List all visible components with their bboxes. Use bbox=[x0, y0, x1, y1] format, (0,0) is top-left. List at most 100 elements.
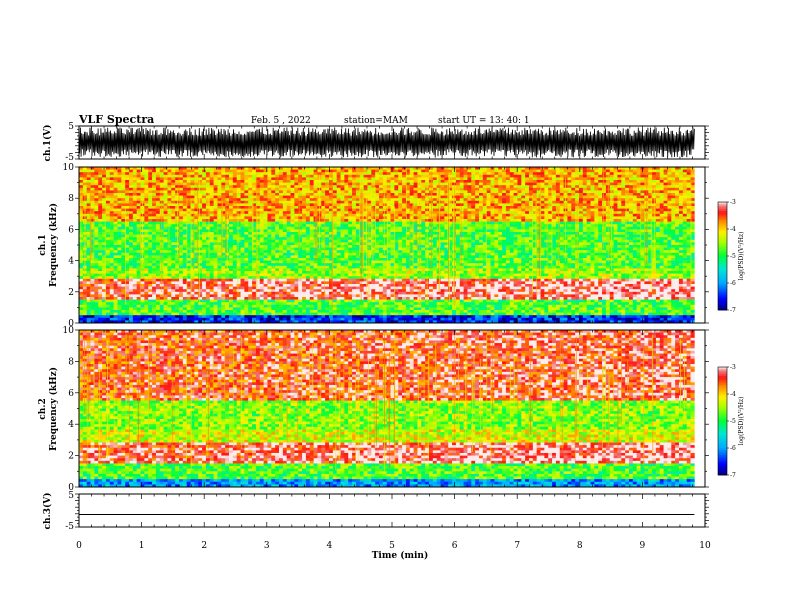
spectrogram-cell bbox=[294, 190, 299, 194]
spectrogram-cell bbox=[305, 193, 311, 196]
spectrogram-cell bbox=[467, 195, 472, 199]
spectrogram-cell bbox=[286, 242, 291, 246]
spectrogram-cell bbox=[686, 180, 691, 183]
spectrogram-cell bbox=[352, 174, 357, 178]
spectrogram-cell bbox=[655, 216, 661, 220]
spectrogram-cell bbox=[571, 167, 576, 170]
spectrogram-cell bbox=[675, 203, 680, 207]
spectrogram-cell bbox=[275, 245, 280, 248]
spectrogram-cell bbox=[305, 226, 311, 230]
spectrogram-cell bbox=[482, 224, 487, 228]
spectrogram-cell bbox=[413, 198, 418, 202]
spectrogram-cell bbox=[532, 203, 537, 207]
spectrogram-cell bbox=[459, 206, 464, 209]
spectrogram-cell bbox=[171, 237, 176, 241]
spectrogram-cell bbox=[548, 242, 553, 246]
spectrogram-cell bbox=[221, 177, 226, 181]
spectrogram-cell bbox=[528, 172, 534, 176]
spectrogram-cell bbox=[552, 211, 557, 215]
spectrogram-cell bbox=[163, 219, 168, 222]
spectrogram-cell bbox=[594, 229, 599, 233]
spectrogram-cell bbox=[690, 172, 695, 176]
spectrogram-cell bbox=[648, 167, 653, 170]
spectrogram-cell bbox=[290, 167, 295, 170]
spectrogram-cell bbox=[413, 195, 418, 199]
spectrogram-cell bbox=[386, 190, 391, 194]
spectrogram-cell bbox=[555, 187, 561, 191]
spectrogram-cell bbox=[205, 190, 211, 194]
spectrogram-cell bbox=[613, 229, 618, 233]
spectrogram-cell bbox=[213, 180, 218, 183]
spectrogram-cell bbox=[690, 234, 695, 238]
spectrogram-cell bbox=[659, 169, 664, 173]
spectrogram-cell bbox=[121, 167, 126, 170]
spectrogram-cell bbox=[132, 190, 137, 194]
spectrogram-cell bbox=[525, 208, 530, 212]
spectrogram-cell bbox=[290, 203, 295, 207]
spectrogram-cell bbox=[375, 195, 380, 199]
spectrogram-cell bbox=[567, 242, 572, 246]
spectrogram-cell bbox=[325, 239, 330, 243]
spectrogram-cell bbox=[394, 200, 399, 204]
spectrogram-cell bbox=[152, 232, 157, 235]
spectrogram-cell bbox=[221, 206, 226, 209]
spectrogram-cell bbox=[132, 200, 137, 204]
spectrogram-cell bbox=[79, 172, 84, 176]
spectrogram-cell bbox=[94, 234, 99, 238]
spectrogram-cell bbox=[625, 232, 630, 235]
spectrogram-cell bbox=[302, 224, 307, 228]
spectrogram-cell bbox=[348, 206, 353, 209]
spectrogram-cell bbox=[236, 203, 241, 207]
spectrogram-cell bbox=[536, 190, 541, 194]
spectrogram-cell bbox=[90, 169, 95, 173]
spectrogram-cell bbox=[263, 208, 268, 212]
spectrogram-cell bbox=[125, 174, 130, 178]
spectrogram-cell bbox=[409, 226, 414, 230]
spectrogram-cell bbox=[167, 190, 172, 194]
spectrogram-cell bbox=[286, 167, 291, 170]
spectrogram-cell bbox=[459, 213, 464, 217]
spectrogram-cell bbox=[340, 229, 345, 233]
spectrogram-cell bbox=[490, 203, 495, 207]
spectrogram-cell bbox=[613, 200, 618, 204]
spectrogram-cell bbox=[390, 172, 395, 176]
spectrogram-cell bbox=[621, 242, 626, 246]
spectrogram-cell bbox=[590, 177, 595, 181]
spectrogram-cell bbox=[244, 232, 249, 235]
spectrogram-cell bbox=[559, 187, 564, 191]
spectrogram-cell bbox=[513, 221, 518, 225]
spectrogram-cell bbox=[375, 208, 380, 212]
spectrogram-cell bbox=[259, 174, 264, 178]
spectrogram-cell bbox=[278, 185, 284, 189]
spectrogram-cell bbox=[259, 216, 264, 220]
spectrogram-cell bbox=[186, 185, 191, 189]
spectrogram-cell bbox=[505, 172, 511, 176]
spectrogram-cell bbox=[367, 174, 372, 178]
spectrogram-cell bbox=[132, 234, 137, 238]
spectrogram-cell bbox=[521, 234, 526, 238]
spectrogram-cell bbox=[678, 242, 684, 246]
spectrogram-cell bbox=[671, 206, 676, 209]
spectrogram-cell bbox=[105, 237, 111, 241]
spectrogram-cell bbox=[471, 169, 476, 173]
spectrogram-cell bbox=[586, 213, 591, 217]
spectrogram-cell bbox=[205, 185, 211, 189]
spectrogram-cell bbox=[432, 169, 437, 173]
spectrogram-cell bbox=[444, 229, 449, 233]
spectrogram-cell bbox=[648, 229, 653, 233]
spectrogram-cell bbox=[621, 177, 626, 181]
spectrogram-cell bbox=[486, 237, 491, 241]
spectrogram-cell bbox=[236, 226, 241, 230]
spectrogram-cell bbox=[359, 198, 364, 202]
spectrogram-cell bbox=[678, 237, 684, 241]
spectrogram-cell bbox=[636, 242, 641, 246]
spectrogram-cell bbox=[117, 242, 122, 246]
spectrogram-cell bbox=[232, 224, 237, 228]
spectrogram-cell bbox=[294, 221, 299, 225]
spectrogram-cell bbox=[590, 229, 595, 233]
spectrogram-cell bbox=[509, 195, 514, 199]
spectrogram-cell bbox=[79, 169, 84, 173]
spectrogram-cell bbox=[532, 174, 537, 178]
spectrogram-cell bbox=[405, 182, 411, 186]
spectrogram-cell bbox=[129, 239, 134, 243]
